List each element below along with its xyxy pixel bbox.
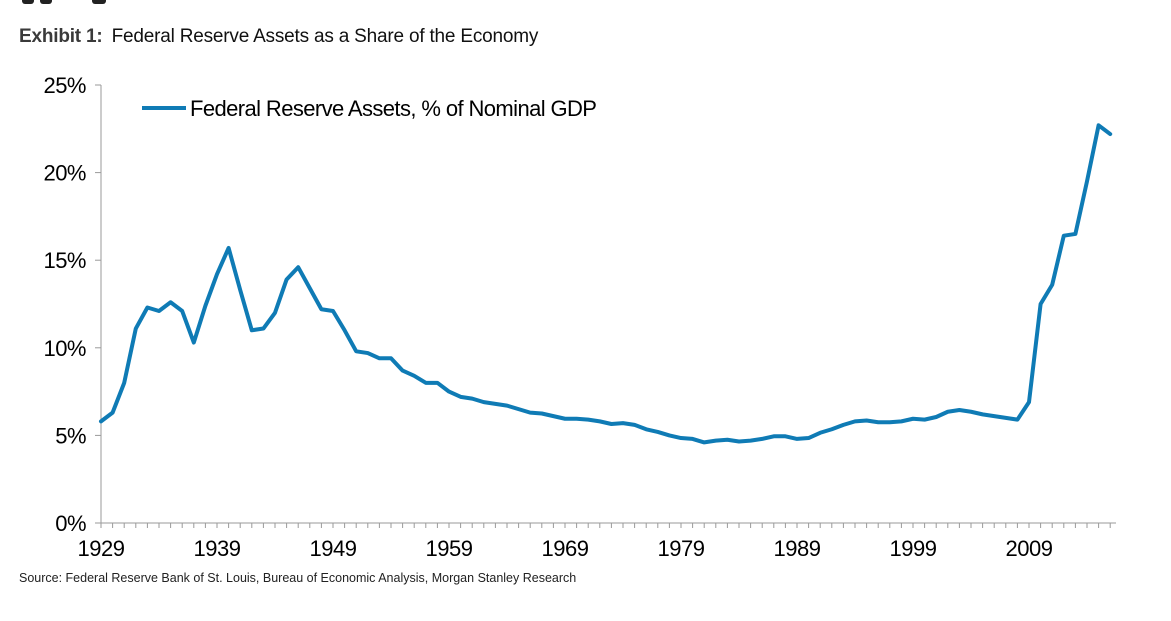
x-tick-label: 1959 <box>426 536 473 561</box>
x-tick-label: 1949 <box>310 536 357 561</box>
x-tick-label: 1939 <box>194 536 241 561</box>
exhibit-label: Exhibit 1: <box>19 26 103 47</box>
cropped-heading-fragment <box>0 0 1171 6</box>
y-tick-label: 25% <box>43 73 86 98</box>
x-tick-label: 1999 <box>890 536 937 561</box>
x-tick-label: 1929 <box>78 536 125 561</box>
y-axis: 0% 5% 10% 15% 20% 25% <box>43 73 102 536</box>
legend: Federal Reserve Assets, % of Nominal GDP <box>142 96 597 121</box>
x-tick-label: 1969 <box>542 536 589 561</box>
x-tick-label: 1979 <box>658 536 705 561</box>
series-line <box>99 123 1113 445</box>
x-tick-label: 1989 <box>774 536 821 561</box>
x-tick-label: 2009 <box>1006 536 1053 561</box>
exhibit-header: Exhibit 1: Federal Reserve Assets as a S… <box>19 26 538 48</box>
y-tick-label: 20% <box>43 161 86 186</box>
y-tick-label: 5% <box>55 423 86 448</box>
exhibit-title: Federal Reserve Assets as a Share of the… <box>111 26 539 47</box>
y-tick-label: 10% <box>43 336 86 361</box>
source-note: Source: Federal Reserve Bank of St. Loui… <box>19 571 577 585</box>
y-tick-label: 15% <box>43 248 86 273</box>
legend-label: Federal Reserve Assets, % of Nominal GDP <box>190 96 596 121</box>
x-axis: 1929 1939 1949 1959 1969 1979 1989 1999 2009 <box>78 522 1116 561</box>
series-layer <box>99 123 1113 445</box>
y-tick-label: 0% <box>55 511 86 536</box>
